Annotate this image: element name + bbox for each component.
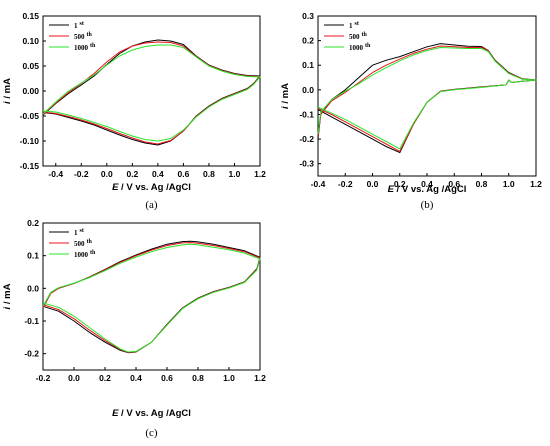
chart-panel-a: -0.4 -0.2 0.0 0.2 0.4 0.6 0.8 1.0 1.2 -0.15 -0.10 -… (2, 11, 266, 211)
y-tick-label: 0.2 (27, 218, 39, 228)
y-tick-label: 0.1 (27, 251, 39, 261)
x-tick-label: 0.8 (203, 169, 215, 179)
panel-caption: (b) (421, 199, 434, 211)
x-tick-label: 0.4 (421, 179, 433, 189)
y-axis-label: i / mA (2, 283, 13, 309)
plot-frame (42, 222, 261, 371)
y-tick-label: 0.05 (22, 61, 39, 71)
chart-panel-b: -0.4 -0.2 0.0 0.2 0.4 0.6 0.8 1.0 1.2 -0.3 -0.2 -0.… (280, 11, 542, 211)
legend: 1 st 500 th 1000 th (49, 228, 96, 259)
y-tick-label: 0.15 (22, 11, 39, 21)
x-tick-label: 1.0 (223, 373, 235, 383)
series-line-500th (317, 45, 537, 152)
y-tick-label: -0.10 (20, 136, 40, 146)
series-line-1st (317, 43, 537, 154)
x-tick-label: 0.0 (68, 373, 80, 383)
x-axis-label: E / V vs. Ag /AgCl (112, 408, 191, 419)
x-axis-label: E / V vs. Ag /AgCl (112, 182, 191, 193)
x-tick-label: 0.2 (126, 169, 138, 179)
x-tick-label: 0.4 (130, 373, 142, 383)
y-tick-label: 0.2 (302, 36, 314, 46)
x-tick-label: 0.8 (476, 179, 488, 189)
x-tick-label: 0.2 (394, 179, 406, 189)
y-tick-label: -0.1 (299, 109, 314, 119)
x-tick-label: 0.8 (192, 373, 204, 383)
series-line-1000th (42, 44, 261, 142)
x-axis-label: E / V vs. Ag /AgCl (388, 184, 467, 195)
y-tick-label: -0.2 (299, 134, 314, 144)
legend: 1 st 500 th 1000 th (324, 21, 371, 52)
y-tick-label: -0.2 (24, 349, 39, 359)
x-tick-label: 0.0 (367, 179, 379, 189)
y-tick-label: 0.0 (27, 283, 39, 293)
legend: 1 st 500 th 1000 th (49, 21, 96, 52)
series-line-1000th (42, 243, 261, 353)
y-tick-label: -0.3 (299, 159, 314, 169)
x-tick-label: 1.2 (254, 373, 266, 383)
x-tick-label: -0.2 (74, 169, 89, 179)
y-tick-label: 0.00 (22, 86, 39, 96)
x-tick-label: 1.2 (254, 169, 266, 179)
x-tick-label: -0.4 (48, 169, 63, 179)
y-tick-label: 0.1 (302, 60, 314, 70)
y-axis-label: i / mA (2, 78, 13, 104)
x-tick-label: 0.6 (448, 179, 460, 189)
x-tick-label: 0.4 (152, 169, 164, 179)
y-tick-label: -0.1 (24, 316, 39, 326)
y-tick-label: 0.0 (302, 85, 314, 95)
y-tick-label: -0.05 (20, 111, 40, 121)
x-tick-label: -0.2 (36, 373, 51, 383)
series-line-500th (42, 41, 261, 145)
panel-caption: (a) (145, 199, 158, 211)
y-axis-label: i / mA (280, 83, 291, 109)
series-line-1st (42, 39, 261, 146)
y-tick-label: 0.10 (22, 36, 39, 46)
x-tick-label: 0.6 (161, 373, 173, 383)
x-tick-label: -0.4 (311, 179, 326, 189)
x-tick-label: 1.2 (530, 179, 542, 189)
series-line-1st (42, 240, 261, 354)
x-tick-label: 0.0 (101, 169, 113, 179)
y-tick-label: 0.3 (302, 11, 314, 21)
x-tick-label: -0.2 (338, 179, 353, 189)
x-tick-label: 1.0 (503, 179, 515, 189)
x-tick-label: 0.2 (99, 373, 111, 383)
panel-caption: (c) (145, 427, 158, 439)
series-line-1000th (317, 47, 537, 150)
series-line-500th (42, 242, 261, 353)
y-tick-label: -0.15 (20, 161, 40, 171)
chart-panel-c: -0.2 0.0 0.2 0.4 0.6 0.8 1.0 1.2 -0.2 -0.1 0.0 0.1 0… (2, 218, 266, 439)
x-tick-label: 1.0 (229, 169, 241, 179)
x-tick-label: 0.6 (177, 169, 189, 179)
